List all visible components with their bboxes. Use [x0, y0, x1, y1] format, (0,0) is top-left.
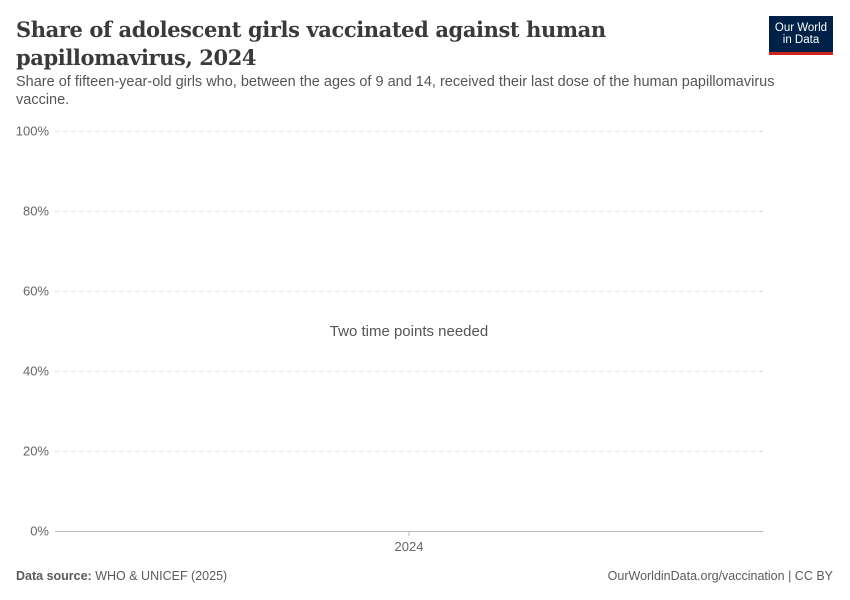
owid-logo[interactable]: Our World in Data — [769, 16, 833, 55]
footer-links: OurWorldinData.org/vaccination | CC BY — [607, 569, 833, 583]
y-tick-label: 100% — [16, 124, 50, 139]
source-link[interactable]: OurWorldinData.org/vaccination — [607, 569, 785, 583]
y-tick-label: 60% — [23, 284, 49, 299]
data-source: Data source: WHO & UNICEF (2025) — [16, 569, 227, 583]
license-link[interactable]: CC BY — [794, 569, 833, 583]
x-tick-label: 2024 — [395, 539, 424, 554]
y-tick-label: 40% — [23, 364, 49, 379]
y-tick-label: 20% — [23, 444, 49, 459]
chart-title: Share of adolescent girls vaccinated aga… — [16, 17, 606, 70]
logo-line-1: Our World — [774, 21, 828, 34]
chart-subtitle: Share of fifteen-year-old girls who, bet… — [16, 74, 775, 108]
source-label: Data source: — [16, 569, 92, 583]
source-value[interactable]: WHO & UNICEF (2025) — [95, 569, 228, 583]
y-tick-label: 80% — [23, 204, 49, 219]
y-tick-label: 0% — [30, 524, 49, 539]
logo-line-2: in Data — [782, 34, 820, 46]
no-data-message: Two time points needed — [330, 323, 488, 340]
